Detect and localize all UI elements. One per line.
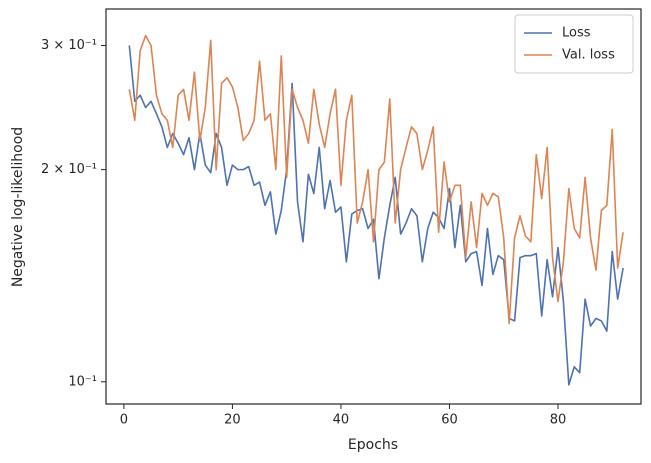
- legend-box: [514, 14, 634, 74]
- x-tick-label: 0: [120, 413, 128, 428]
- series-line: [128, 34, 624, 325]
- y-tick-label: 2 × 10⁻¹: [41, 162, 97, 177]
- x-tick-label: 80: [550, 413, 567, 428]
- x-axis-label: Epochs: [348, 437, 398, 453]
- series-line: [128, 45, 624, 386]
- x-tick-label: 40: [333, 413, 350, 428]
- legend-label: Loss: [562, 26, 591, 41]
- y-tick-label: 3 × 10⁻¹: [41, 38, 97, 53]
- y-axis-label: Negative log-likelihood: [10, 127, 26, 287]
- x-tick-label: 20: [224, 413, 241, 428]
- plot-frame: [105, 8, 642, 405]
- y-tick-label: 10⁻¹: [68, 374, 97, 389]
- x-tick-label: 60: [441, 413, 458, 428]
- legend-label: Val. loss: [562, 48, 615, 63]
